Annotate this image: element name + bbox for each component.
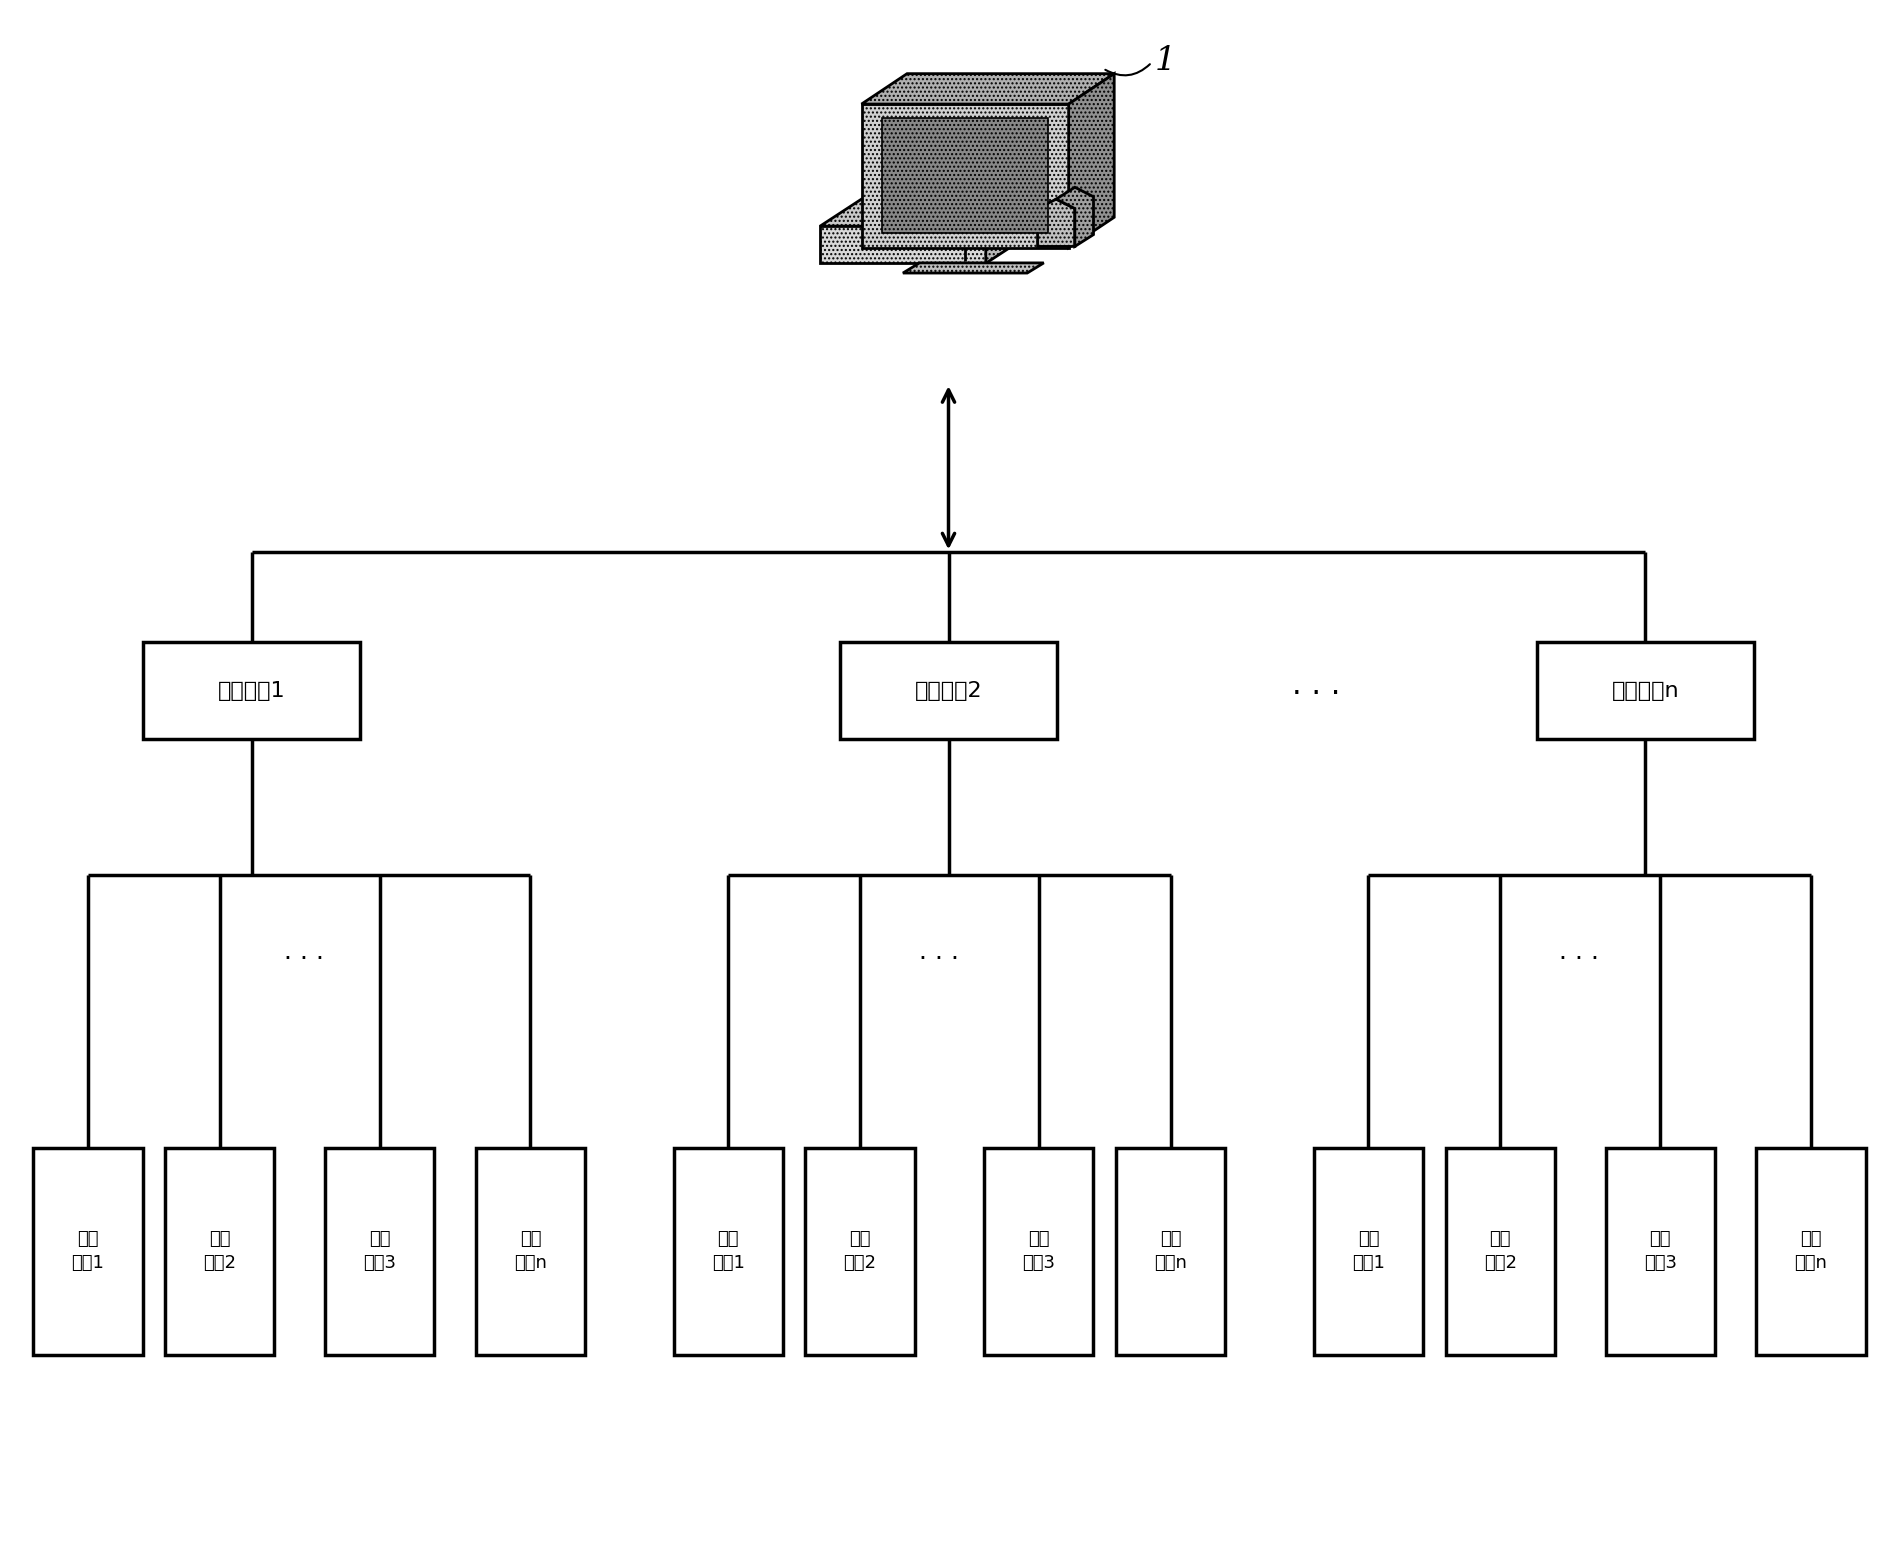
Text: . . .: . . . (1559, 939, 1599, 964)
Polygon shape (1038, 198, 1076, 246)
Bar (882, 118, 1047, 234)
Text: 执行单元n: 执行单元n (1611, 680, 1679, 701)
Bar (34, 1147, 142, 1355)
Text: 1: 1 (1155, 45, 1176, 76)
Polygon shape (820, 226, 986, 264)
Text: 工艺
设备3: 工艺 设备3 (364, 1231, 396, 1273)
Text: 工艺
设备n: 工艺 设备n (1795, 1231, 1827, 1273)
Text: . . .: . . . (285, 939, 324, 964)
Bar (1446, 1147, 1556, 1355)
Polygon shape (1057, 188, 1093, 246)
Bar (985, 1147, 1093, 1355)
Text: 执行单刔1: 执行单刔1 (218, 680, 286, 701)
Bar (165, 1147, 275, 1355)
Bar (1537, 642, 1753, 739)
Text: . . .: . . . (1292, 671, 1339, 701)
Text: 工艺
设备2: 工艺 设备2 (844, 1231, 876, 1273)
Text: 工艺
设备2: 工艺 设备2 (1483, 1231, 1518, 1273)
Bar (1605, 1147, 1715, 1355)
Polygon shape (820, 198, 1026, 226)
Text: 工艺
设备2: 工艺 设备2 (203, 1231, 237, 1273)
Polygon shape (861, 104, 1068, 248)
Text: . . .: . . . (918, 939, 960, 964)
Text: 工艺
设备1: 工艺 设备1 (1353, 1231, 1385, 1273)
Bar (840, 642, 1057, 739)
Polygon shape (861, 74, 1114, 104)
Text: 工艺
设备3: 工艺 设备3 (1022, 1231, 1055, 1273)
Text: 工艺
设备3: 工艺 设备3 (1645, 1231, 1677, 1273)
Bar (144, 642, 360, 739)
Bar (1315, 1147, 1423, 1355)
Bar (324, 1147, 434, 1355)
Polygon shape (986, 198, 1026, 264)
Bar (806, 1147, 914, 1355)
Polygon shape (903, 264, 1043, 273)
Text: 工艺
设备n: 工艺 设备n (514, 1231, 546, 1273)
Text: 执行单刔2: 执行单刔2 (914, 680, 983, 701)
Bar (673, 1147, 783, 1355)
Bar (476, 1147, 584, 1355)
Text: 工艺
设备1: 工艺 设备1 (711, 1231, 746, 1273)
Text: 工艺
设备n: 工艺 设备n (1153, 1231, 1188, 1273)
Bar (1757, 1147, 1865, 1355)
Bar (1115, 1147, 1225, 1355)
Polygon shape (1068, 74, 1114, 248)
Text: 工艺
设备1: 工艺 设备1 (72, 1231, 104, 1273)
